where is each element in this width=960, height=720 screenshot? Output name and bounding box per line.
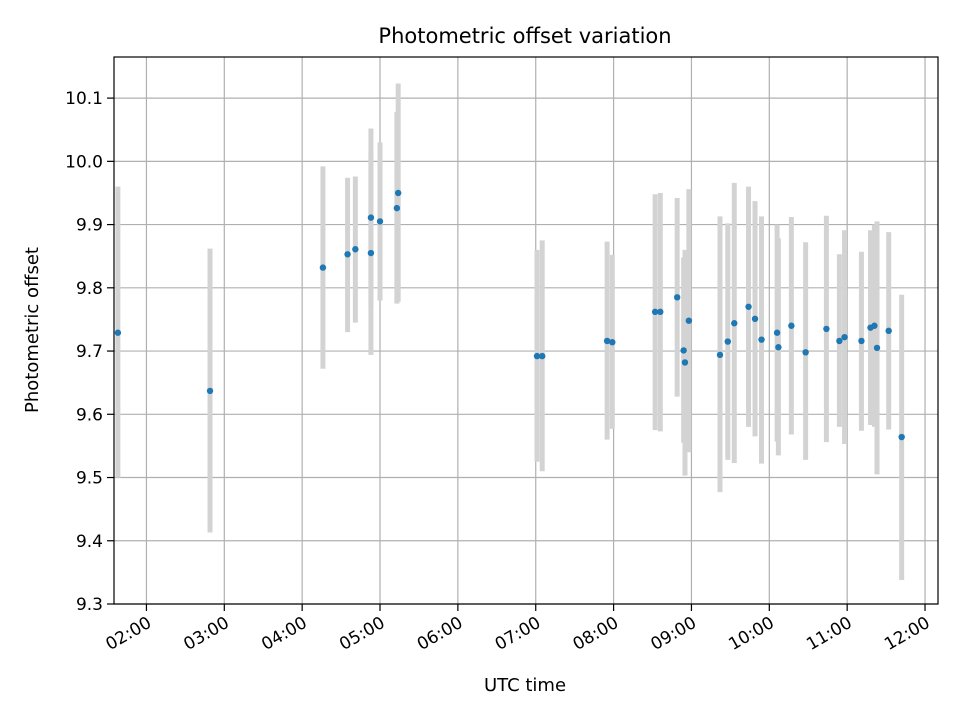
data-point <box>367 214 375 221</box>
y-tick-label: 9.5 <box>76 469 103 489</box>
x-tick-label: 02:00 <box>103 613 155 655</box>
y-axis-ticks: 9.3 9.4 9.5 9.6 9.7 9.8 9.9 10.0 10.1 <box>65 89 114 615</box>
y-tick-label: 9.3 <box>76 595 103 615</box>
data-point <box>885 327 892 335</box>
data-point <box>344 251 351 258</box>
chart-title: Photometric offset variation <box>378 24 671 48</box>
data-point <box>745 303 752 310</box>
data-point <box>394 189 402 197</box>
data-point <box>871 322 878 329</box>
x-tick-label: 04:00 <box>258 613 310 655</box>
x-tick-label: 03:00 <box>180 613 232 655</box>
data-point <box>680 347 687 354</box>
data-point <box>802 349 809 356</box>
data-point <box>823 325 830 333</box>
y-axis-label: Photometric offset <box>22 247 43 413</box>
y-tick-label: 9.9 <box>76 216 103 236</box>
data-point <box>657 308 664 316</box>
x-axis-ticks: 02:00 03:00 04:00 05:00 06:00 07:00 08:00 09:00… <box>103 604 934 655</box>
x-tick-label: 05:00 <box>336 613 388 655</box>
data-point <box>673 294 681 301</box>
data-point <box>731 320 738 327</box>
y-tick-label: 9.6 <box>76 405 103 425</box>
y-tick-label: 9.4 <box>76 532 103 552</box>
data-point <box>393 204 401 212</box>
x-tick-label: 08:00 <box>570 613 622 655</box>
data-point <box>788 322 795 329</box>
data-point <box>376 218 384 225</box>
y-tick-label: 10.1 <box>65 89 103 109</box>
data-point <box>841 333 848 341</box>
y-tick-label: 9.7 <box>76 342 103 362</box>
data-point <box>898 433 905 441</box>
data-point <box>114 329 122 336</box>
data-point <box>873 344 881 352</box>
data-point <box>651 308 659 316</box>
plot-frame <box>113 56 939 605</box>
y-tick-label: 10.0 <box>65 152 103 172</box>
data-point <box>319 264 327 271</box>
y-tick-label: 9.8 <box>76 279 103 299</box>
x-tick-label: 10:00 <box>725 613 777 655</box>
x-tick-label: 09:00 <box>648 613 700 655</box>
x-tick-label: 06:00 <box>414 613 466 655</box>
data-point <box>603 337 611 345</box>
data-point <box>773 329 781 336</box>
grid <box>114 57 938 605</box>
data-point <box>533 352 541 360</box>
data-point <box>681 359 689 366</box>
data-point <box>367 249 375 257</box>
x-tick-label: 12:00 <box>881 613 933 655</box>
data-point <box>836 337 843 345</box>
error-bars <box>115 83 905 580</box>
data-point <box>609 338 616 346</box>
data-point <box>685 317 693 324</box>
data-point <box>539 352 546 360</box>
data-point <box>352 246 359 253</box>
data-point <box>206 387 214 395</box>
data-point <box>724 338 731 345</box>
x-axis-label: UTC time <box>484 675 566 696</box>
data-point <box>758 336 765 343</box>
data-point <box>751 315 759 323</box>
data-point <box>775 344 782 351</box>
data-points <box>114 189 905 441</box>
x-tick-label: 11:00 <box>803 613 855 655</box>
x-tick-label: 07:00 <box>492 613 544 655</box>
data-point <box>858 337 865 345</box>
data-point <box>716 351 724 359</box>
